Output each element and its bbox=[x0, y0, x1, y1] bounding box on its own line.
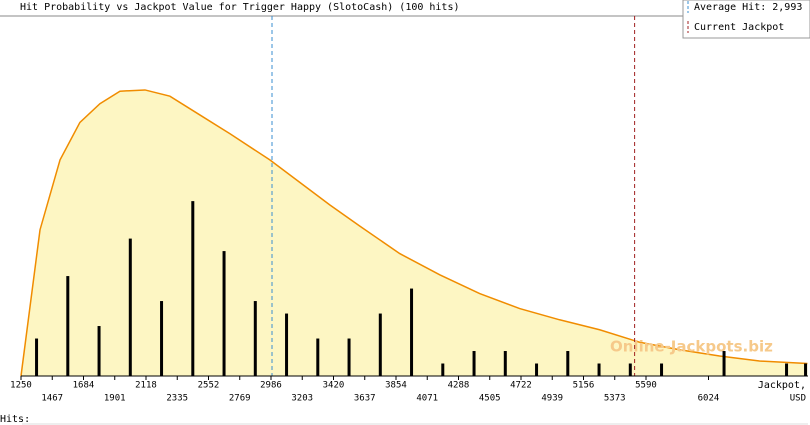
bar bbox=[222, 251, 226, 376]
x-tick-label: 4505 bbox=[479, 394, 501, 404]
x-tick-label: 1467 bbox=[41, 394, 63, 404]
x-tick-label: 3854 bbox=[385, 381, 407, 391]
legend-box bbox=[682, 0, 810, 39]
bar bbox=[597, 363, 601, 376]
bar bbox=[378, 313, 382, 376]
bar bbox=[804, 363, 808, 376]
bar bbox=[160, 301, 164, 376]
bar bbox=[628, 363, 632, 376]
chart-title: Hit Probability vs Jackpot Value for Tri… bbox=[20, 2, 460, 13]
bar bbox=[285, 313, 289, 376]
x-tick-label: 4722 bbox=[510, 381, 532, 391]
bar bbox=[35, 338, 39, 376]
x-tick-label: 2552 bbox=[198, 381, 220, 391]
bar bbox=[316, 338, 320, 376]
x-tick-label: 4071 bbox=[416, 394, 438, 404]
x-tick-label: 1901 bbox=[104, 394, 126, 404]
x-tick-label: 5373 bbox=[604, 394, 626, 404]
bar bbox=[97, 326, 101, 376]
bar bbox=[503, 351, 507, 376]
x-tick-label: 2118 bbox=[135, 381, 157, 391]
bar bbox=[347, 338, 351, 376]
bar bbox=[472, 351, 476, 376]
x-tick-label: 5590 bbox=[635, 381, 657, 391]
bar bbox=[66, 276, 70, 376]
x-tick-label: 1684 bbox=[73, 381, 95, 391]
legend-label: Current Jackpot bbox=[694, 22, 784, 33]
x-tick-label: 4288 bbox=[448, 381, 470, 391]
bar bbox=[566, 351, 570, 376]
bar bbox=[410, 288, 414, 376]
bar bbox=[722, 351, 726, 376]
x-tick-label: 2986 bbox=[260, 381, 282, 391]
x-tick-label: 3637 bbox=[354, 394, 376, 404]
x-tick-label: 6024 bbox=[698, 394, 720, 404]
bar bbox=[253, 301, 257, 376]
bar bbox=[441, 363, 445, 376]
bar bbox=[785, 363, 789, 376]
bar bbox=[191, 201, 195, 376]
density-curve bbox=[20, 89, 808, 377]
x-tick-label: 5156 bbox=[573, 381, 595, 391]
rug-label: Hits: bbox=[0, 414, 30, 425]
x-tick-label: 4939 bbox=[541, 394, 563, 404]
x-axis-label: Jackpot, bbox=[758, 380, 806, 391]
x-tick-label: 2335 bbox=[166, 394, 188, 404]
x-tick-label: 1250 bbox=[10, 381, 32, 391]
bar bbox=[660, 363, 664, 376]
x-tick-label: 3420 bbox=[323, 381, 345, 391]
x-tick-label: 3203 bbox=[291, 394, 313, 404]
x-axis-label: USD bbox=[790, 394, 806, 404]
bar bbox=[535, 363, 539, 376]
density-area bbox=[21, 89, 808, 377]
legend-label: Average Hit: 2,993 bbox=[694, 2, 802, 13]
watermark: Online-Jackpots.biz bbox=[610, 338, 773, 356]
bar bbox=[128, 238, 132, 376]
x-tick-label: 2769 bbox=[229, 394, 251, 404]
